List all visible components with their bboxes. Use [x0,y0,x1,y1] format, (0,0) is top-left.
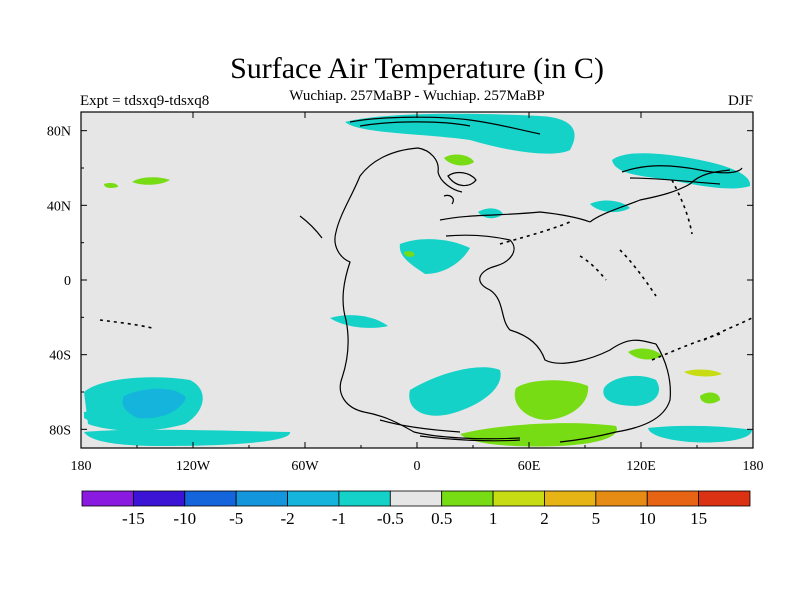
anomaly-fills [84,113,752,447]
coastline-north-pangea [349,116,541,135]
anomaly-fill-southatlantic-cool [330,315,388,328]
anomaly-fill-southindian-cool [603,375,660,406]
anomaly-fill-tethys-warm [404,251,415,257]
anomaly-fill-southernocean-cool [409,367,501,416]
colorbar-swatch [492,490,545,507]
anomaly-fill-australia-warm [628,348,662,360]
anomaly-fill-farwest-cool [84,411,112,423]
anomaly-fill-southeast-cool [648,425,752,443]
map-subtitle: Wuchiap. 257MaBP - Wuchiap. 257MaBP [289,88,545,104]
colorbar-label: 15 [690,509,707,528]
colorbar-label: -10 [173,509,196,528]
colorbar-swatch [235,490,288,507]
colorbar-label: -1 [332,509,346,528]
colorbar-swatch [698,490,751,507]
colorbar-swatch [544,490,597,507]
colorbar-swatch [389,490,443,507]
colorbar-swatch [184,490,237,507]
colorbar-label: -0.5 [377,509,404,528]
anomaly-fill-arctic-cool [345,113,575,154]
island-arc-panthalassa [651,333,721,361]
coastline-tethys [439,211,657,364]
lat-tick-label: 80N [47,125,71,140]
colorbar-label: -2 [280,509,294,528]
colorbar-swatch [646,490,700,507]
colorbar-label: 5 [592,509,601,528]
lat-tick-label: 0 [64,274,71,289]
lon-tick-label: 0 [414,459,421,474]
lon-tick-label: 180 [743,459,764,474]
colorbar-swatch [81,490,134,507]
coastlines [299,116,743,443]
lon-tick-label: 120E [626,459,656,474]
coastline-antarctic [379,419,521,442]
colorbar: -15 -10 -5 -2 -1 -0.5 0.5 1 2 5 10 15 [81,490,751,528]
island-arc-far-east [703,317,753,341]
colorbar-label: -5 [229,509,243,528]
lon-tick-label: 120W [176,459,211,474]
lat-tick-label: 80S [49,423,71,438]
colorbar-swatch [132,490,186,507]
coastline-western-pangea [334,147,521,440]
anomaly-fill-northpacific-warm-2 [104,183,118,188]
anomaly-fill-southpacific-core [122,388,186,419]
colorbar-swatch [595,490,648,507]
lon-tick-label: 180 [71,459,92,474]
colorbar-swatch [338,490,391,507]
colorbar-swatch [441,490,494,507]
longitude-axis: 180 120W 60W 0 60E 120E 180 [71,112,764,474]
map-title: Surface Air Temperature (in C) [230,52,604,85]
lat-tick-label: 40S [49,349,71,364]
colorbar-label: 1 [489,509,498,528]
lat-tick-label: 40N [47,199,71,214]
colorbar-swatch [287,490,340,507]
coastline-east-pangea [559,169,731,443]
latitude-axis: 80N 40N 0 40S 80S [47,125,753,438]
colorbar-label: 10 [639,509,656,528]
coastline-siberia [621,165,743,185]
anomaly-fill-southindian-warm [514,380,589,420]
season-label: DJF [727,93,753,109]
lon-tick-label: 60E [518,459,541,474]
anomaly-fill-arctic-warm [444,154,474,166]
island-arcs [99,179,753,361]
anomaly-fill-eastasia-cool [590,200,630,213]
colorbar-label: 0.5 [431,509,452,528]
lon-tick-label: 60W [291,459,319,474]
anomaly-fill-tasman-warm [700,392,720,404]
island-arc-central [579,255,607,281]
anomaly-fill-northpacific-warm [132,177,170,185]
colorbar-label: 2 [540,509,549,528]
anomaly-fill-antarctic-cool [84,429,291,446]
anomaly-fill-eastpacific-warm [684,369,722,377]
anomaly-fill-tethys-cool [399,239,470,274]
coastline-northern-interior [299,171,477,239]
colorbar-label: -15 [122,509,145,528]
anomaly-fill-siberia-cool [612,153,751,189]
experiment-label: Expt = tdsxq9-tdsxq8 [80,93,210,109]
